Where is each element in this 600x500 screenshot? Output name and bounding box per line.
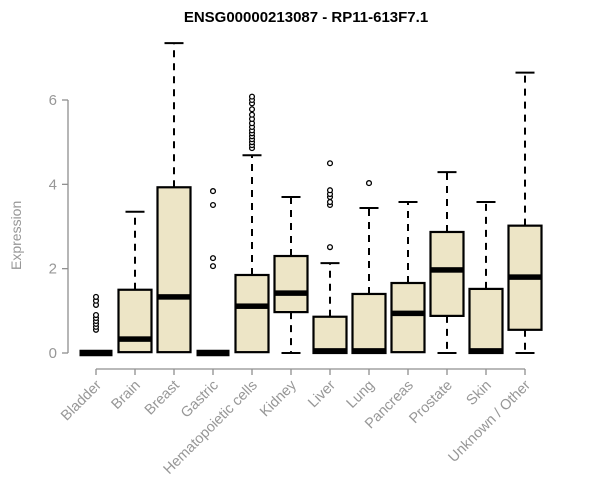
x-tick-label: Lung xyxy=(344,378,378,412)
box xyxy=(312,315,348,355)
median-line xyxy=(313,348,347,354)
median-line xyxy=(118,336,152,342)
median-line xyxy=(469,348,503,354)
outlier-point xyxy=(92,311,100,319)
median-line xyxy=(235,303,269,309)
x-tick-label: Kidney xyxy=(257,377,300,420)
y-tick-label: 0 xyxy=(49,345,57,362)
box xyxy=(117,288,153,354)
outlier-point xyxy=(365,180,373,187)
box xyxy=(273,254,309,314)
x-tick-label: Brain xyxy=(109,378,144,413)
y-tick-label: 6 xyxy=(49,92,57,109)
outlier-point xyxy=(248,106,256,113)
median-line xyxy=(430,267,464,273)
x-tick-label: Skin xyxy=(464,378,495,409)
y-tick-label: 2 xyxy=(49,261,57,278)
chart-title: ENSG00000213087 - RP11-613F7.1 xyxy=(183,9,429,26)
outlier-point xyxy=(209,201,217,209)
x-tick-label: Bladder xyxy=(58,377,105,424)
median-line xyxy=(274,290,308,296)
outlier-point xyxy=(92,293,100,300)
box xyxy=(390,281,426,354)
box xyxy=(468,287,504,355)
x-tick-label: Prostate xyxy=(406,378,455,427)
box xyxy=(234,273,270,354)
outlier-point xyxy=(248,111,256,118)
median-line xyxy=(157,294,191,300)
x-tick-label: Breast xyxy=(142,378,183,419)
median-line xyxy=(391,310,425,317)
x-tick-label: Liver xyxy=(305,377,339,411)
outlier-point xyxy=(326,160,334,167)
outlier-point xyxy=(326,244,334,251)
median-line xyxy=(79,349,113,357)
box xyxy=(429,230,465,317)
outlier-point xyxy=(209,263,217,270)
outlier-point xyxy=(248,93,256,100)
outlier-point xyxy=(326,187,334,194)
outlier-point xyxy=(209,188,217,195)
outlier-point xyxy=(326,198,334,206)
median-line xyxy=(196,349,230,357)
box xyxy=(351,292,387,355)
y-tick-label: 4 xyxy=(49,176,57,193)
outlier-point xyxy=(209,255,217,262)
median-line xyxy=(352,348,386,354)
box xyxy=(156,186,192,354)
median-line xyxy=(508,274,542,280)
